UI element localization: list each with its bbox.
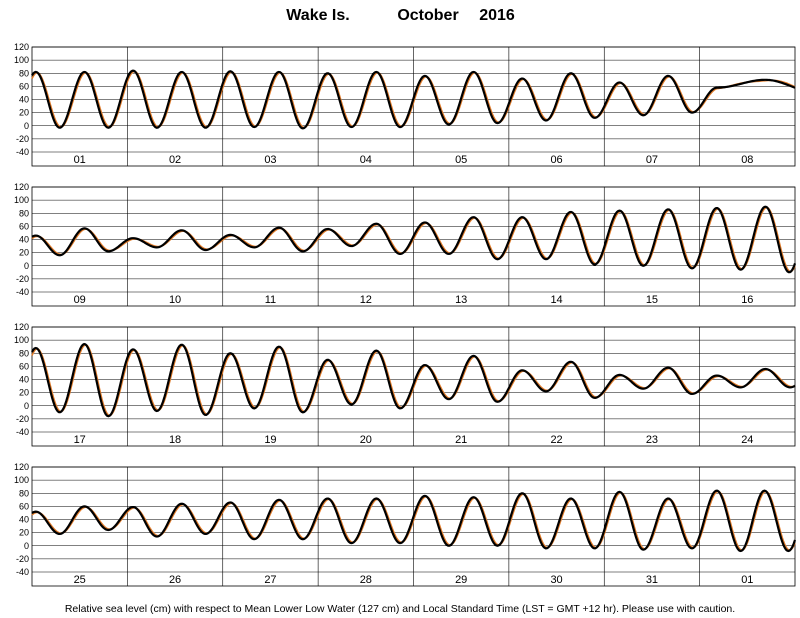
day-label: 26 — [169, 574, 181, 586]
observed-line — [31, 205, 797, 274]
month-title: October — [397, 7, 458, 24]
day-label: 17 — [74, 434, 86, 446]
y-tick-label: 60 — [19, 501, 29, 511]
day-label: 22 — [550, 434, 562, 446]
day-label: 03 — [264, 154, 276, 166]
day-label: 21 — [455, 434, 467, 446]
day-label: 30 — [550, 574, 562, 586]
y-tick-label: 80 — [19, 488, 29, 498]
panel-frame — [31, 46, 796, 167]
y-tick-label: 100 — [14, 55, 29, 65]
y-tick-label: 0 — [24, 261, 29, 271]
y-tick-label: -40 — [16, 427, 29, 437]
y-tick-label: 60 — [19, 361, 29, 371]
y-tick-label: 20 — [19, 108, 29, 118]
y-tick-label: 0 — [24, 541, 29, 551]
day-label: 01 — [741, 574, 753, 586]
day-label: 11 — [265, 294, 276, 306]
y-tick-label: 20 — [19, 388, 29, 398]
day-label: 07 — [646, 154, 658, 166]
y-tick-label: 80 — [19, 68, 29, 78]
y-tick-label: 0 — [24, 121, 29, 131]
day-label: 06 — [550, 154, 562, 166]
chart-panel: -40 -20 0 20 40 60 80 100 120 09 10 11 12 13 14 15 16 — [14, 182, 797, 307]
year-title: 2016 — [479, 7, 515, 24]
station-title: Wake Is. — [286, 7, 349, 24]
day-label: 13 — [455, 294, 467, 306]
y-tick-label: 60 — [19, 81, 29, 91]
day-label: 02 — [169, 154, 181, 166]
chart-panel: -40 -20 0 20 40 60 80 100 120 01 02 03 04 05 06 07 08 — [14, 42, 796, 167]
footnote: Relative sea level (cm) with respect to … — [65, 603, 735, 615]
y-tick-label: 100 — [14, 475, 29, 485]
day-label: 24 — [741, 434, 753, 446]
y-tick-label: 80 — [19, 348, 29, 358]
day-label: 29 — [455, 574, 467, 586]
day-label: 28 — [360, 574, 372, 586]
y-tick-label: 80 — [19, 208, 29, 218]
y-tick-label: 40 — [19, 95, 29, 105]
day-label: 20 — [360, 434, 372, 446]
day-label: 09 — [74, 294, 86, 306]
y-tick-label: 100 — [14, 195, 29, 205]
y-tick-label: 60 — [19, 221, 29, 231]
day-label: 25 — [74, 574, 86, 586]
day-label: 10 — [169, 294, 181, 306]
y-tick-label: -20 — [16, 554, 29, 564]
y-tick-label: -20 — [16, 414, 29, 424]
y-tick-label: 20 — [19, 528, 29, 538]
y-tick-label: 40 — [19, 235, 29, 245]
y-tick-label: 40 — [19, 375, 29, 385]
y-tick-label: -40 — [16, 287, 29, 297]
y-tick-label: 120 — [14, 42, 29, 52]
day-label: 05 — [455, 154, 467, 166]
day-label: 12 — [360, 294, 372, 306]
panel-frame — [31, 186, 796, 307]
observed-line — [31, 342, 796, 418]
chart-panel: -40 -20 0 20 40 60 80 100 120 17 18 19 20 21 22 23 24 — [14, 322, 796, 447]
y-tick-label: -40 — [16, 147, 29, 157]
y-tick-label: -20 — [16, 134, 29, 144]
y-tick-label: 120 — [14, 322, 29, 332]
panel-frame — [31, 466, 796, 587]
observed-line — [31, 489, 797, 553]
y-tick-label: 20 — [19, 248, 29, 258]
y-tick-label: -40 — [16, 567, 29, 577]
observed-line — [31, 69, 796, 130]
y-tick-label: 0 — [24, 401, 29, 411]
day-label: 18 — [169, 434, 181, 446]
day-label: 16 — [741, 294, 753, 306]
day-label: 27 — [264, 574, 276, 586]
day-label: 01 — [74, 154, 86, 166]
day-label: 23 — [646, 434, 658, 446]
y-tick-label: 120 — [14, 182, 29, 192]
day-label: 19 — [264, 434, 276, 446]
y-tick-label: -20 — [16, 274, 29, 284]
y-tick-label: 100 — [14, 335, 29, 345]
y-tick-label: 120 — [14, 462, 29, 472]
day-label: 14 — [550, 294, 562, 306]
y-tick-label: 40 — [19, 515, 29, 525]
day-label: 08 — [741, 154, 753, 166]
chart-panel: -40 -20 0 20 40 60 80 100 120 25 26 27 28 29 30 31 01 — [14, 462, 797, 587]
day-label: 31 — [646, 574, 658, 586]
day-label: 15 — [646, 294, 658, 306]
day-label: 04 — [360, 154, 372, 166]
